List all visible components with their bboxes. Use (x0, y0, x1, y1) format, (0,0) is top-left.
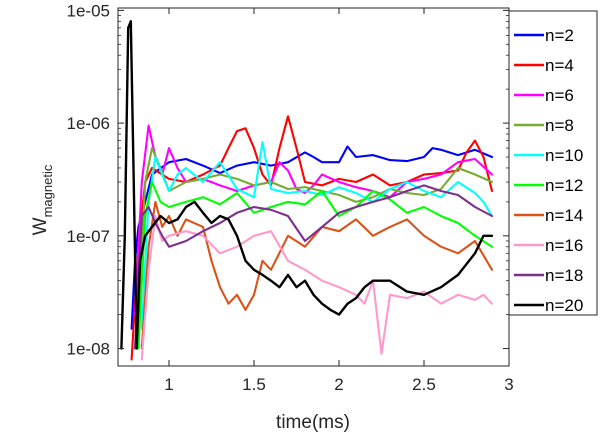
legend-label-n-18: n=18 (545, 266, 583, 285)
y-axis-label: Wmagnetic (30, 164, 55, 235)
y-tick-label: 1e-06 (67, 114, 110, 133)
legend-label-n-6: n=6 (545, 86, 574, 105)
legend-label-n-8: n=8 (545, 116, 574, 135)
y-tick-label: 1e-05 (67, 1, 110, 20)
x-tick-label: 3 (504, 375, 513, 394)
y-axis-label-subscript: magnetic (40, 164, 55, 217)
series-line-n-10 (140, 140, 494, 330)
x-tick-label: 2 (334, 375, 343, 394)
legend-label-n-10: n=10 (545, 146, 583, 165)
x-tick-label: 1.5 (242, 375, 266, 394)
series-line-n-18 (133, 184, 494, 350)
legend-label-n-16: n=16 (545, 236, 583, 255)
y-axis-label-main: W (30, 217, 51, 235)
legend-label-n-20: n=20 (545, 296, 583, 315)
series-line-n-16 (140, 214, 494, 361)
legend: n=2 n=4 n=6 n=8 n=10 n=12 n=14 n=16 n=18 n=20 (508, 10, 598, 316)
legend-box (508, 10, 598, 316)
x-tick-label: 1 (164, 375, 173, 394)
legend-label-n-4: n=4 (545, 56, 574, 75)
axis-layer: 1 1.5 2 2.5 3 1e-08 1e-07 1e-06 1e-05 (67, 1, 514, 394)
series-layer (120, 20, 494, 361)
series-line-n-6 (133, 124, 494, 316)
y-tick-label: 1e-08 (67, 340, 110, 359)
series-line-n-14 (140, 200, 494, 350)
legend-label-n-14: n=14 (545, 206, 583, 225)
series-line-n-12 (137, 180, 494, 350)
series-line-n-20 (120, 20, 494, 350)
legend-label-n-12: n=12 (545, 176, 583, 195)
x-axis-label: time(ms) (276, 412, 350, 433)
x-tick-label: 2.5 (412, 375, 436, 394)
y-tick-label: 1e-07 (67, 227, 110, 246)
legend-label-n-2: n=2 (545, 26, 574, 45)
